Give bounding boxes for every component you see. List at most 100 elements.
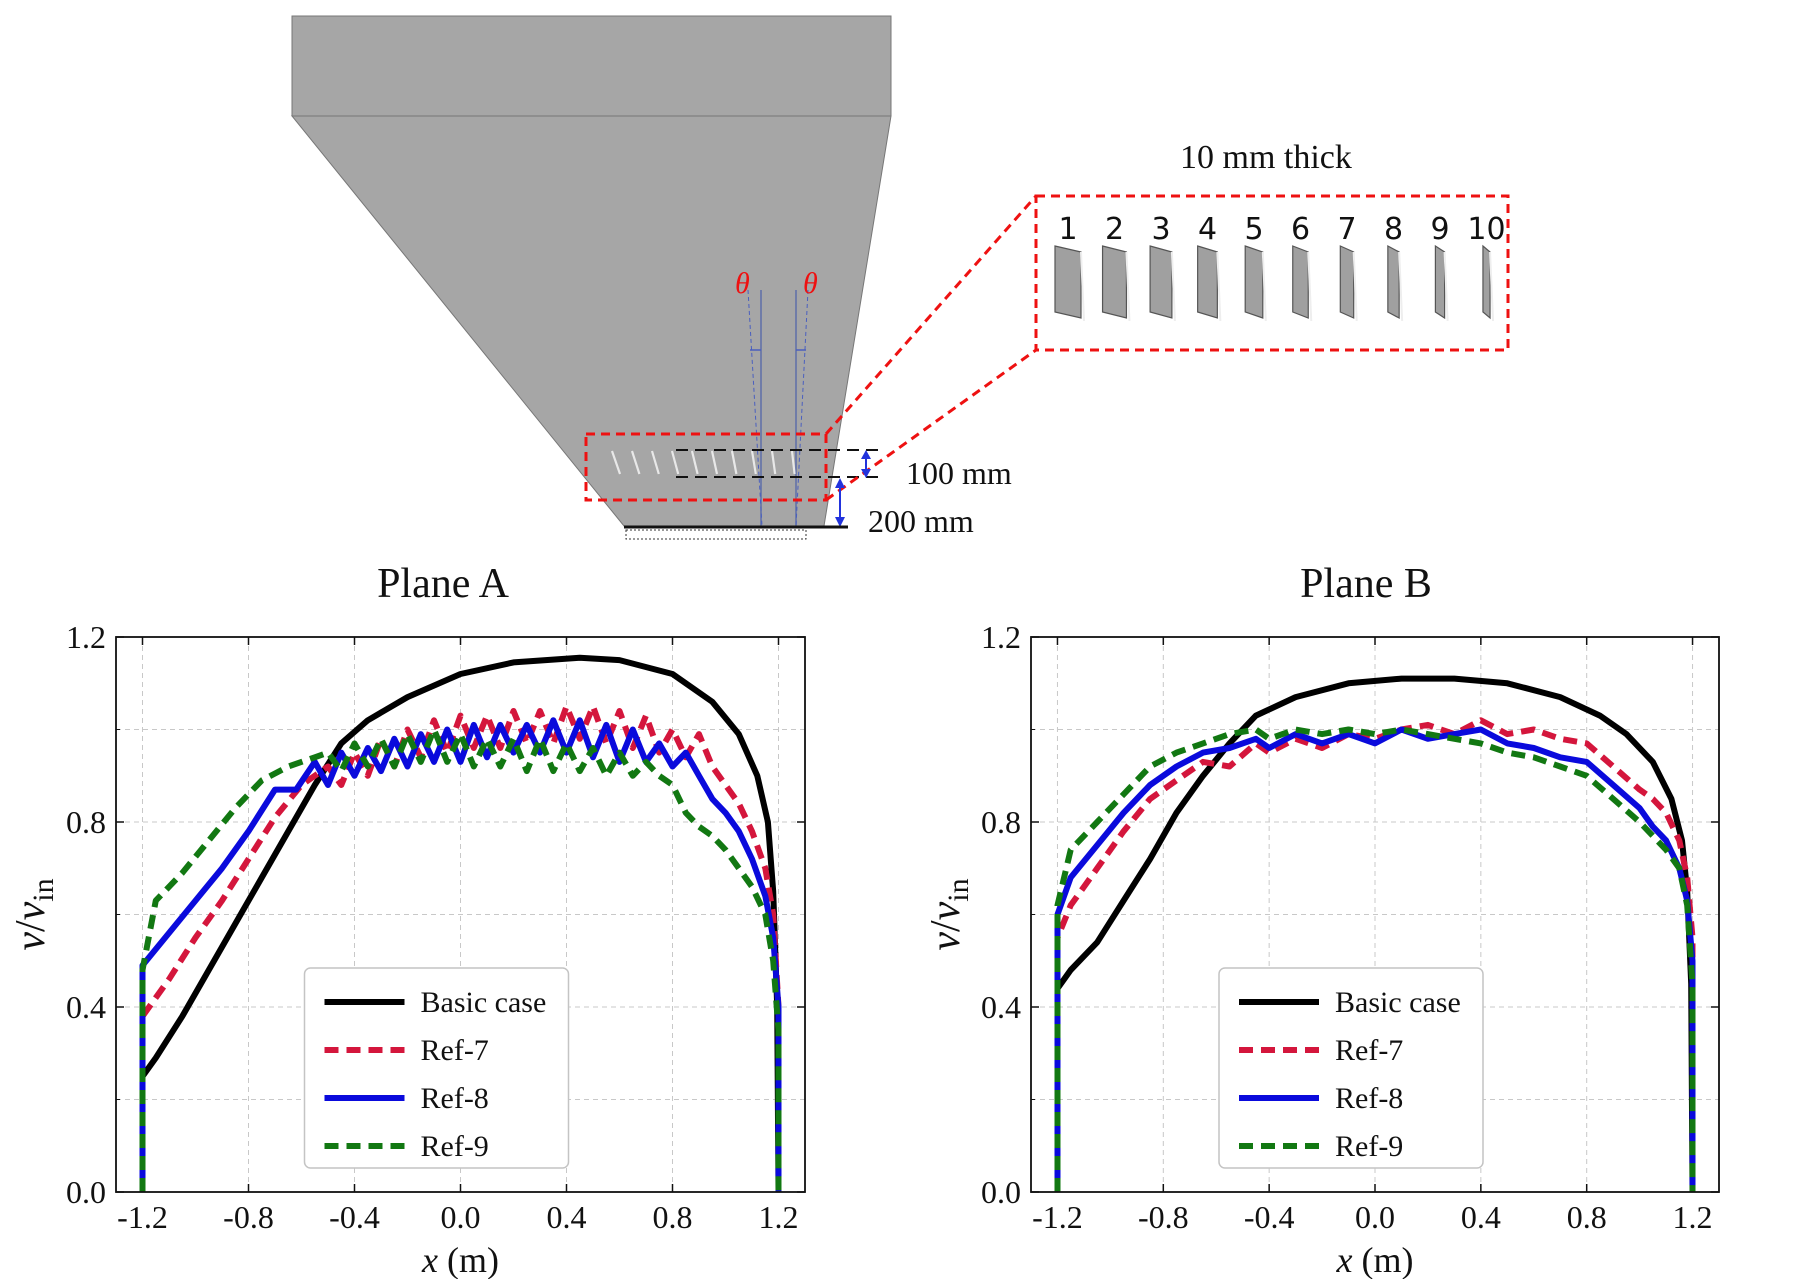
series-line-ref-9 <box>139 726 782 1192</box>
x-tick-label: 0.0 <box>1355 1199 1395 1235</box>
mini-plate <box>770 450 777 475</box>
y-tick-label: 1.2 <box>66 619 106 655</box>
mini-plate <box>630 450 641 475</box>
spacing-arrow-head-top <box>861 450 871 459</box>
plate-edge <box>1489 251 1495 322</box>
y-tick-label: 0.0 <box>981 1174 1021 1210</box>
legend-label: Ref-7 <box>1335 1034 1403 1067</box>
zoom-line-top <box>824 195 1038 435</box>
plate-number-label: 8 <box>1384 212 1403 247</box>
plate-number-label: 10 <box>1467 212 1505 247</box>
mini-plate <box>670 450 680 475</box>
spacing-label: 100 mm <box>906 455 1012 491</box>
plate-edge <box>1170 251 1176 322</box>
x-tick-label: -1.2 <box>117 1199 168 1235</box>
plate-2 <box>1101 245 1128 319</box>
hopper-cone <box>290 115 892 527</box>
mini-plate <box>690 450 699 475</box>
theta-label-right: θ <box>803 267 818 300</box>
plate-edge <box>1125 251 1131 322</box>
height-arrow-head-top <box>835 478 845 488</box>
y-tick-label: 1.2 <box>981 619 1021 655</box>
legend-label: Basic case <box>421 986 547 1019</box>
legend-box <box>1218 967 1484 1169</box>
legend-label: Ref-7 <box>421 1034 489 1067</box>
plate-number-label: 1 <box>1058 212 1077 247</box>
x-tick-label: 1.2 <box>759 1199 799 1235</box>
mini-plate <box>750 450 757 475</box>
y-tick-label: 0.8 <box>66 804 106 840</box>
plate-edge <box>1216 251 1222 322</box>
plate-8 <box>1387 245 1400 319</box>
legend-box <box>303 967 570 1169</box>
chart-title: Plane A <box>377 561 509 607</box>
x-axis-label: x (m) <box>421 1240 499 1279</box>
x-tick-label: -0.4 <box>329 1199 380 1235</box>
mini-plate <box>730 450 738 475</box>
chart-plane-b: Plane B -1.2 -0.8 -0.4 0.0 0.4 0.8 1.2 0.0 0.4 0.… <box>923 561 1720 1279</box>
plate-9 <box>1434 244 1446 320</box>
legend-label: Ref-8 <box>1335 1082 1403 1115</box>
legend-label: Basic case <box>1335 986 1461 1019</box>
plate-edge <box>1080 251 1085 322</box>
plate-6 <box>1292 245 1309 319</box>
series-line-ref-8 <box>1054 726 1696 1192</box>
plate-4 <box>1197 245 1218 319</box>
plate-number-label: 4 <box>1198 212 1217 247</box>
plate-edge <box>1307 251 1313 322</box>
series-line-ref-8 <box>139 717 782 1192</box>
thickness-label: 10 mm thick <box>1180 139 1352 176</box>
x-tick-label: 0.8 <box>1567 1199 1607 1235</box>
highlight-box <box>584 432 828 502</box>
x-tick-label: 0.0 <box>441 1199 481 1235</box>
y-axis-label: v/vin <box>8 878 60 950</box>
outlet-grate <box>625 529 807 540</box>
plate-edge <box>1352 251 1358 322</box>
plate-number-label: 5 <box>1244 212 1263 247</box>
x-tick-label: 0.4 <box>1461 1199 1501 1235</box>
series-line-basic-case <box>139 654 782 1193</box>
y-tick-label: 0.8 <box>981 804 1021 840</box>
mini-plate <box>610 450 622 475</box>
x-tick-label: 0.8 <box>653 1199 693 1235</box>
plate-7 <box>1339 245 1355 319</box>
plot-frame <box>1030 636 1720 1193</box>
plate-number-label: 2 <box>1105 212 1124 247</box>
x-tick-label: -0.8 <box>223 1199 274 1235</box>
plot-frame <box>115 636 806 1193</box>
spacing-arrow-head-bottom <box>861 469 871 478</box>
x-axis-label: x (m) <box>1336 1240 1414 1279</box>
x-tick-label: 0.4 <box>547 1199 587 1235</box>
legend-label: Ref-8 <box>421 1082 489 1115</box>
plate-10 <box>1482 244 1491 320</box>
y-tick-label: 0.4 <box>981 989 1021 1025</box>
hopper-top-box <box>291 15 892 117</box>
mini-plates <box>610 450 796 475</box>
series-line-basic-case <box>1054 675 1696 1193</box>
plate-number-label: 7 <box>1337 212 1356 247</box>
tilt-line-left <box>747 289 763 527</box>
mini-plate <box>790 450 796 475</box>
plate-1 <box>1054 245 1082 319</box>
zoom-line-bottom <box>825 348 1037 502</box>
plate-edge <box>1443 251 1449 322</box>
plate-edge <box>1261 251 1267 322</box>
height-arrow-head-bottom <box>835 517 845 527</box>
y-axis-label: v/vin <box>923 878 975 950</box>
mini-plate <box>710 450 719 475</box>
x-tick-label: -0.4 <box>1244 1199 1295 1235</box>
plate-number-label: 6 <box>1291 212 1310 247</box>
tilt-line-right <box>795 289 809 527</box>
x-tick-label: -1.2 <box>1032 1199 1083 1235</box>
height-label: 200 mm <box>868 503 974 539</box>
inset-plates: 1 2 3 4 5 6 7 8 9 10 <box>1054 212 1506 322</box>
plate-number-label: 3 <box>1151 212 1170 247</box>
legend-label: Ref-9 <box>421 1130 489 1163</box>
mini-plate <box>650 450 660 475</box>
plate-edge <box>1398 251 1404 322</box>
y-tick-label: 0.0 <box>66 1174 106 1210</box>
plate-number-label: 9 <box>1430 212 1449 247</box>
series-line-ref-7 <box>139 703 782 1192</box>
